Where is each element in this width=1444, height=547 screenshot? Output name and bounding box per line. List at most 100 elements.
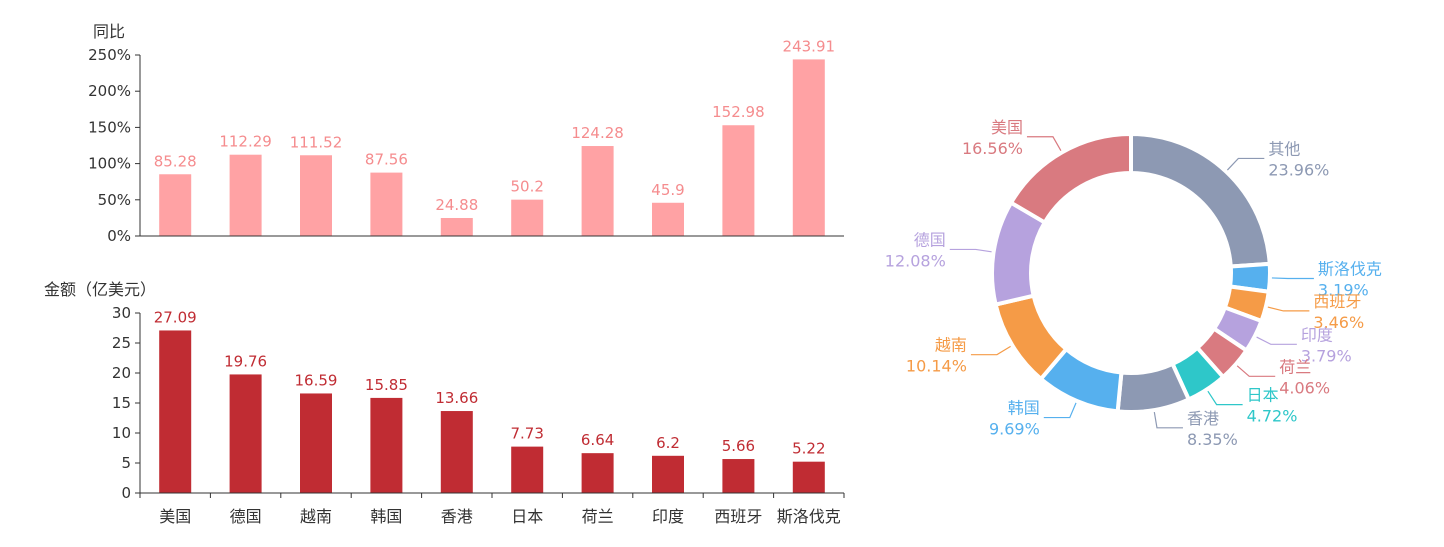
bar-value-label: 6.64 — [581, 431, 614, 449]
bar-value-label: 13.66 — [435, 389, 478, 407]
slice-percent-label: 3.46% — [1313, 313, 1364, 332]
x-tick-label: 印度 — [652, 507, 684, 526]
bar — [652, 202, 684, 236]
label-leader-line — [1207, 390, 1243, 406]
bar-value-label: 6.2 — [656, 434, 680, 452]
bar-value-label: 243.91 — [783, 37, 836, 55]
donut-slice — [1009, 132, 1133, 225]
bar-value-label: 124.28 — [571, 124, 624, 142]
bar — [792, 59, 825, 236]
bar-value-label: 7.73 — [510, 425, 543, 443]
y-tick-label: 25 — [112, 334, 131, 352]
slice-percent-label: 4.72% — [1247, 407, 1298, 426]
y-tick-label: 150% — [88, 118, 131, 136]
y-tick-label: 0% — [107, 227, 131, 245]
x-tick-label: 香港 — [441, 507, 473, 526]
bar-value-label: 45.9 — [651, 181, 684, 199]
y-axis-title: 金额（亿美元） — [44, 280, 156, 299]
y-tick-label: 20 — [112, 364, 131, 382]
bar-value-label: 112.29 — [219, 133, 272, 151]
label-leader-line — [1271, 277, 1314, 280]
slice-name-label: 印度 — [1301, 325, 1333, 344]
bar — [792, 461, 825, 493]
bar — [440, 217, 473, 236]
slice-percent-label: 23.96% — [1268, 160, 1329, 179]
bar-value-label: 87.56 — [365, 151, 408, 169]
x-tick-label: 西班牙 — [714, 507, 762, 526]
slice-percent-label: 3.19% — [1318, 280, 1369, 299]
bar — [581, 146, 614, 236]
label-leader-line — [1256, 336, 1297, 345]
bar-value-label: 50.2 — [510, 178, 543, 196]
label-leader-line — [1226, 157, 1265, 171]
y-tick-label: 250% — [88, 46, 131, 64]
amount-bar-chart: 0 5 10 15 20 25 30 金额（亿美元） 27.09 19.76 16.59 15.85 1… — [44, 280, 845, 526]
y-tick-label: 15 — [112, 394, 131, 412]
slice-name-label: 其他 — [1268, 139, 1300, 158]
y-tick-label: 100% — [88, 155, 131, 173]
slice-name-label: 德国 — [914, 230, 946, 249]
slice-percent-label: 8.35% — [1187, 430, 1238, 449]
bar-value-label: 16.59 — [295, 371, 338, 389]
bar-value-label: 27.09 — [154, 308, 197, 326]
x-tick-label: 德国 — [230, 507, 262, 526]
label-leader-line — [1026, 136, 1062, 151]
bar — [652, 455, 684, 493]
bar-value-label: 152.98 — [712, 103, 765, 121]
bar — [229, 374, 262, 493]
bar — [511, 199, 544, 236]
label-leader-line — [1153, 411, 1183, 429]
y-tick-label: 10 — [112, 424, 131, 442]
bar — [581, 453, 614, 493]
bar — [300, 155, 332, 236]
slice-percent-label: 4.06% — [1279, 378, 1330, 397]
yoy-bar-chart: 0% 50% 100% 150% 200% 250% 同比 85.28 112.29 111.52… — [88, 22, 844, 245]
bar-value-label: 15.85 — [365, 376, 408, 394]
slice-name-label: 日本 — [1247, 386, 1279, 405]
bar-value-label: 85.28 — [154, 152, 197, 170]
label-leader-line — [970, 345, 1011, 356]
bar — [722, 125, 755, 236]
slice-percent-label: 9.69% — [989, 420, 1040, 439]
x-tick-label: 荷兰 — [582, 507, 614, 526]
slice-name-label: 美国 — [991, 118, 1023, 137]
bar — [159, 330, 192, 493]
bar — [440, 411, 473, 493]
bar — [159, 174, 192, 236]
y-tick-label: 30 — [112, 304, 131, 322]
share-donut-chart: 其他 23.96% 斯洛伐克 3.19%西班牙 3.46%印度 3.79%荷兰 4.06%日… — [885, 118, 1382, 449]
slice-percent-label: 16.56% — [962, 139, 1023, 158]
bar-value-label: 5.66 — [722, 437, 755, 455]
bar — [511, 446, 544, 493]
bar — [229, 154, 262, 236]
x-tick-label: 美国 — [159, 507, 191, 526]
slice-percent-label: 12.08% — [885, 251, 946, 270]
slice-name-label: 韩国 — [1008, 399, 1040, 418]
label-leader-line — [1043, 402, 1077, 419]
slice-name-label: 斯洛伐克 — [1318, 259, 1382, 278]
y-tick-label: 5 — [121, 454, 131, 472]
label-leader-line — [1236, 365, 1276, 377]
slice-name-label: 香港 — [1187, 409, 1219, 428]
x-tick-label: 越南 — [300, 507, 332, 526]
x-tick-label: 斯洛伐克 — [777, 507, 841, 526]
bar — [300, 393, 332, 493]
x-tick-label: 韩国 — [370, 507, 402, 526]
slice-percent-label: 10.14% — [906, 357, 967, 376]
y-tick-label: 0 — [121, 484, 131, 502]
bar-value-label: 5.22 — [792, 440, 825, 458]
label-leader-line — [949, 248, 992, 253]
label-leader-line — [1267, 306, 1310, 312]
x-tick-label: 日本 — [511, 507, 543, 526]
y-tick-label: 200% — [88, 82, 131, 100]
bar-value-label: 24.88 — [435, 196, 478, 214]
donut-slice — [1129, 132, 1272, 269]
bar-value-label: 111.52 — [290, 133, 343, 151]
bar — [370, 397, 403, 493]
slice-name-label: 西班牙 — [1313, 292, 1361, 311]
slice-percent-label: 3.79% — [1301, 346, 1352, 365]
slice-name-label: 荷兰 — [1279, 357, 1311, 376]
bar — [722, 459, 755, 493]
y-axis-title: 同比 — [93, 22, 125, 41]
